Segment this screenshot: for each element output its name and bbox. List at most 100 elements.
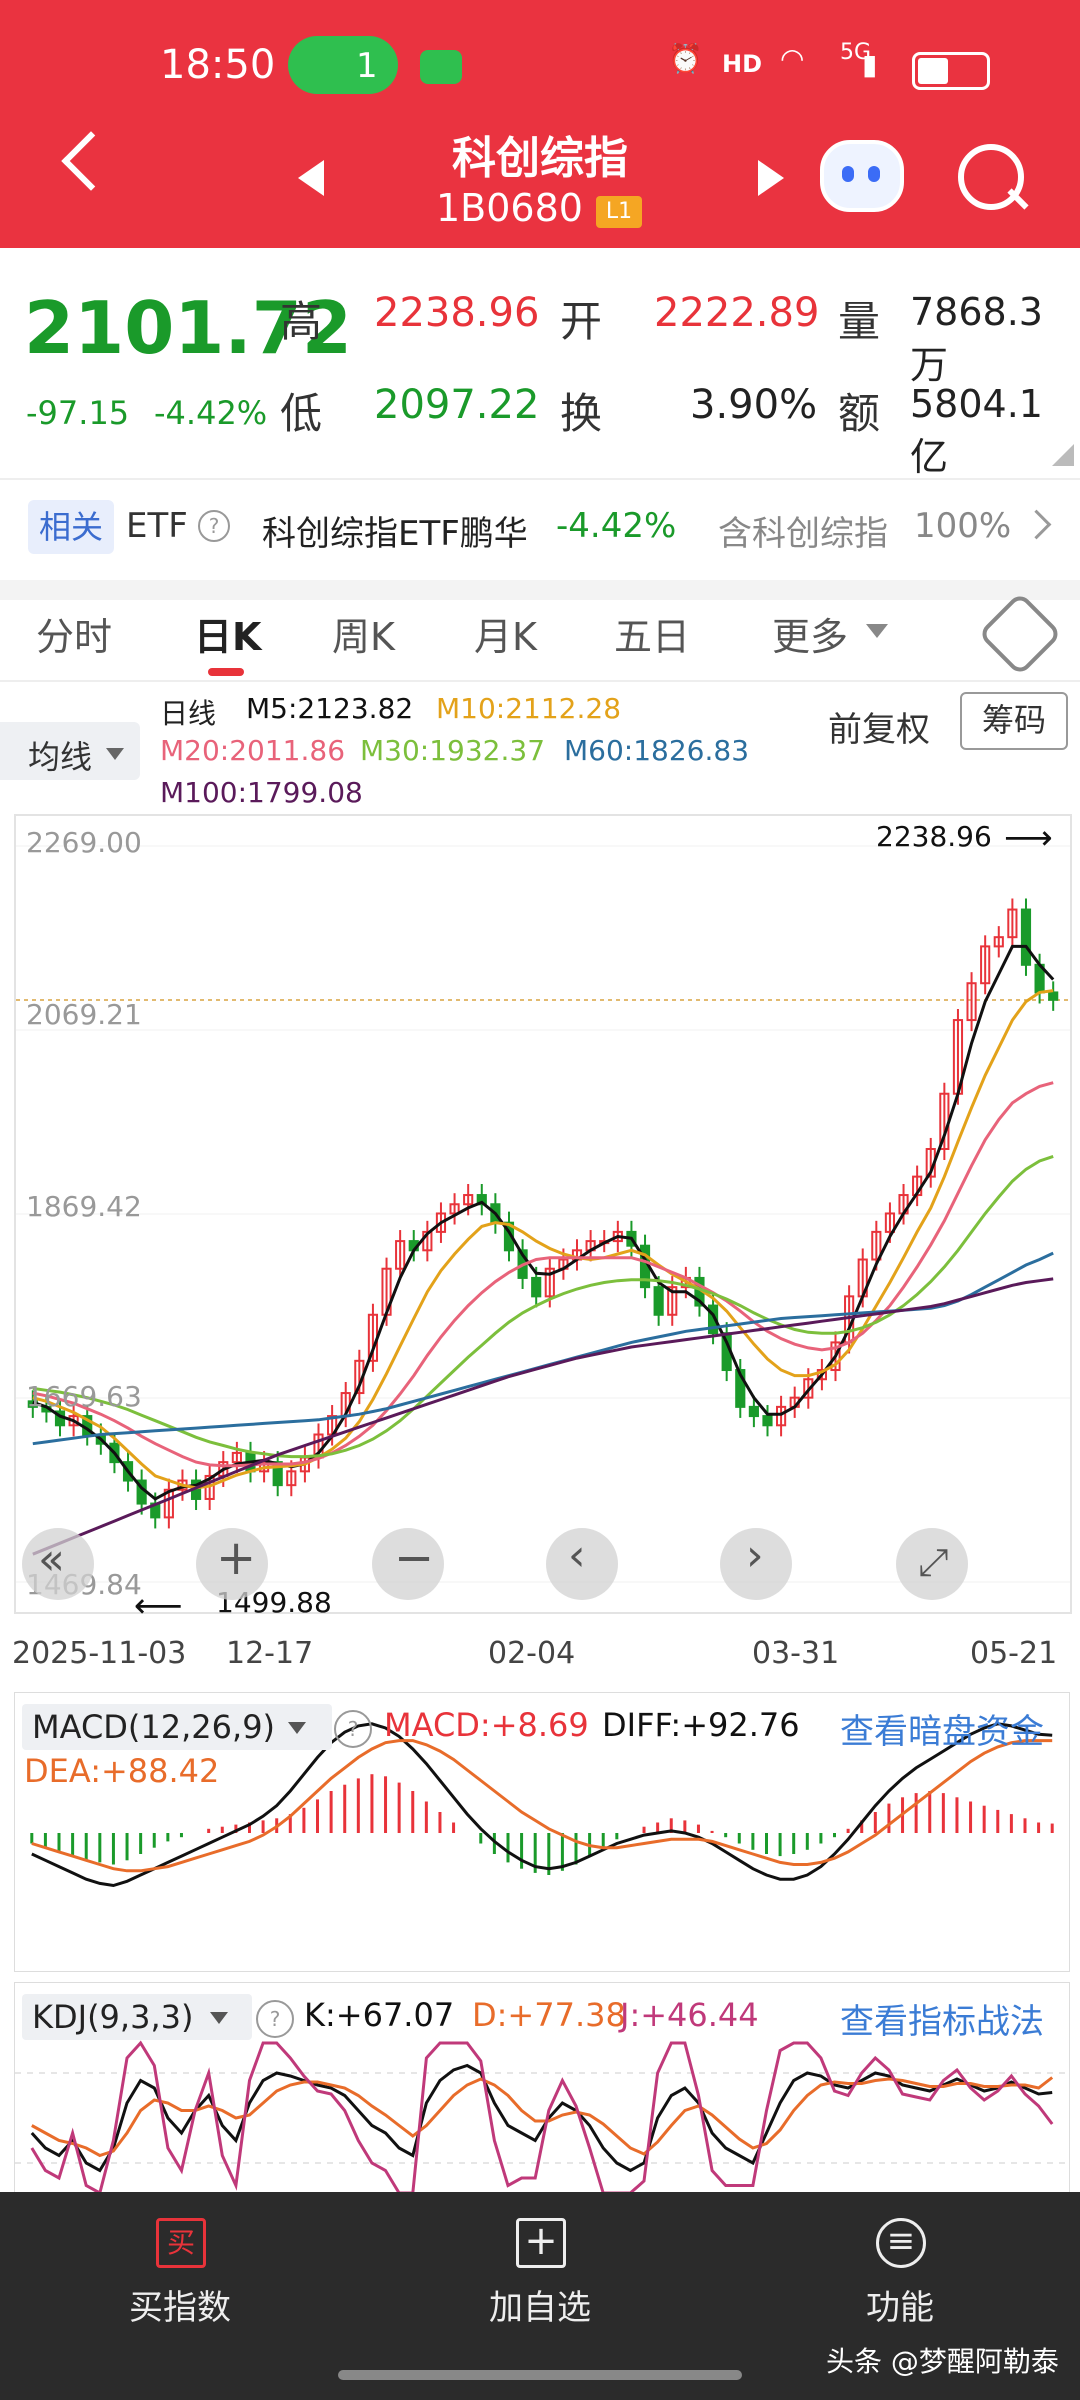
etf-fund-change: -4.42% xyxy=(556,506,677,546)
caret-down-icon xyxy=(288,1722,306,1734)
ma60-label: M60:1826.83 xyxy=(564,734,750,767)
macd-selector[interactable]: MACD(12,26,9) xyxy=(22,1704,332,1750)
candle-body xyxy=(1007,908,1018,939)
period-label: 日线 xyxy=(160,697,217,730)
page-title: 科创综指 xyxy=(452,133,628,184)
candle-body xyxy=(816,1369,827,1381)
macd-selector-label: MACD(12,26,9) xyxy=(32,1708,276,1746)
message-icon xyxy=(420,50,462,84)
chevron-right-icon[interactable] xyxy=(1021,509,1052,540)
functions-button[interactable]: 功能 xyxy=(866,2288,934,2328)
expand-corner-icon[interactable] xyxy=(1052,444,1074,466)
candle-body xyxy=(776,1405,787,1427)
kdj-line-K xyxy=(30,2063,1053,2173)
etf-label: ETF xyxy=(126,506,188,546)
etf-fund-name[interactable]: 科创综指ETF鹏华 xyxy=(262,514,528,554)
candle-body xyxy=(980,945,991,985)
x-tick-label: 05-21 xyxy=(970,1636,1058,1671)
amount-value: 5804.1亿 xyxy=(910,382,1043,479)
active-tab-indicator xyxy=(208,668,244,676)
candle-body xyxy=(653,1286,664,1316)
next-stock-icon[interactable] xyxy=(758,160,784,196)
add-watchlist-button[interactable]: 加自选 xyxy=(489,2288,591,2328)
tab-daily-k[interactable]: 日K xyxy=(194,615,262,659)
candle-body xyxy=(286,1470,297,1487)
candle-body xyxy=(272,1461,283,1487)
help-icon[interactable]: ? xyxy=(198,510,230,542)
tab-monthly-k[interactable]: 月K xyxy=(474,615,537,659)
add-watchlist-icon: + xyxy=(516,2218,566,2268)
candle-body xyxy=(544,1267,555,1298)
kdj-panel[interactable] xyxy=(14,1982,1070,2196)
tab-more-caret-icon xyxy=(866,624,888,638)
candle-body xyxy=(163,1488,174,1519)
ma-line-M30 xyxy=(32,1154,1054,1459)
battery-icon xyxy=(912,52,990,90)
help-icon[interactable]: ? xyxy=(334,1710,372,1748)
candle-body xyxy=(966,982,977,1022)
diff-value: DIFF:+92.76 xyxy=(602,1706,800,1744)
battery-level xyxy=(918,58,948,84)
kdj-chart-svg xyxy=(15,2040,1069,2196)
home-indicator[interactable] xyxy=(338,2370,742,2380)
d-value: D:+77.38 xyxy=(472,1996,626,2034)
turnover-value: 3.90% xyxy=(690,382,818,428)
tab-more[interactable]: 更多 xyxy=(772,615,849,659)
dea-value: DEA:+88.42 xyxy=(24,1752,220,1790)
robot-eye-icon xyxy=(868,166,880,182)
ma10-label: M10:2112.28 xyxy=(436,692,622,725)
dark-pool-funds-link[interactable]: 查看暗盘资金 xyxy=(840,1712,1044,1752)
net-label: 5G xyxy=(840,40,872,65)
candle-body xyxy=(803,1378,814,1399)
robot-assistant-icon[interactable] xyxy=(820,140,904,212)
buy-index-button[interactable]: 买指数 xyxy=(129,2288,231,2328)
zoom-in-button[interactable] xyxy=(196,1528,268,1600)
candle-body xyxy=(735,1369,746,1408)
candle-body xyxy=(993,936,1004,948)
candle-body xyxy=(395,1240,406,1270)
scroll-left-button[interactable] xyxy=(546,1528,618,1600)
candle-body xyxy=(435,1212,447,1233)
x-tick-label: 03-31 xyxy=(752,1636,840,1671)
divider xyxy=(0,680,1080,682)
fullscreen-button[interactable] xyxy=(896,1528,968,1600)
chevron-right-icon: › xyxy=(746,1530,764,1581)
y-tick-label: 1869.42 xyxy=(26,1190,142,1223)
chip-distribution-button[interactable]: 筹码 xyxy=(960,692,1068,750)
alarm-icon: ⏰ xyxy=(668,42,703,75)
zoom-out-button[interactable] xyxy=(372,1528,444,1600)
prev-stock-icon[interactable] xyxy=(298,160,324,196)
macd-panel[interactable] xyxy=(14,1692,1070,1972)
low-label: 低 xyxy=(280,389,323,438)
candle-body xyxy=(884,1212,896,1233)
minus-icon: − xyxy=(394,1530,435,1586)
buy-icon: 买 xyxy=(156,2218,206,2268)
tab-weekly-k[interactable]: 周K xyxy=(332,615,395,659)
indicator-strategy-link[interactable]: 查看指标战法 xyxy=(840,2002,1044,2042)
kdj-selector[interactable]: KDJ(9,3,3) xyxy=(22,1994,252,2040)
candle-body xyxy=(463,1194,474,1206)
tab-intraday[interactable]: 分时 xyxy=(36,615,113,659)
price-change-pct: -4.42% xyxy=(154,394,268,432)
k-value: K:+67.07 xyxy=(304,1996,455,2034)
ma-line-M10 xyxy=(32,989,1054,1490)
arrow-left-icon: ⟵ xyxy=(134,1586,183,1626)
settings-hex-icon[interactable] xyxy=(977,591,1063,677)
candle-body xyxy=(667,1286,678,1316)
tab-five-day[interactable]: 五日 xyxy=(614,615,691,659)
x-tick-label: 12-17 xyxy=(226,1636,314,1671)
help-icon[interactable]: ? xyxy=(256,2000,294,2038)
kline-chart[interactable] xyxy=(14,814,1072,1614)
zoom-fast-left-button[interactable] xyxy=(22,1528,94,1600)
etf-related-tag: 相关 xyxy=(28,500,114,554)
candle-body xyxy=(762,1415,773,1427)
search-icon[interactable] xyxy=(958,144,1024,210)
candle-body xyxy=(1020,908,1032,966)
macd-line-DEA xyxy=(31,1739,1053,1873)
candle-body xyxy=(748,1405,759,1418)
forward-adjust-toggle[interactable]: 前复权 xyxy=(828,710,930,750)
candle-body xyxy=(830,1341,841,1372)
scroll-right-button[interactable] xyxy=(720,1528,792,1600)
kdj-line-J xyxy=(30,2040,1054,2196)
candle-body xyxy=(449,1203,460,1215)
